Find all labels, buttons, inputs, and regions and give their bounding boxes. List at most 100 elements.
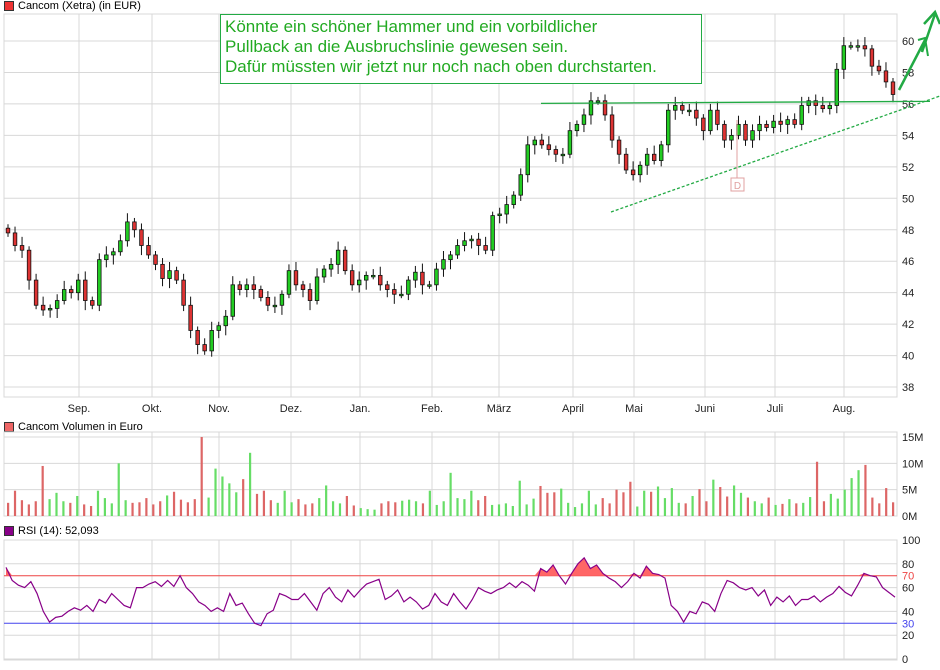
volume-bar: [179, 499, 183, 516]
volume-bar: [325, 485, 328, 516]
volume-bar: [601, 498, 604, 516]
volume-bar: [435, 504, 438, 516]
volume-bar: [221, 476, 224, 516]
candle: [813, 100, 818, 106]
price-tick-label: 52: [902, 162, 914, 174]
candle: [553, 149, 559, 155]
candle: [771, 120, 776, 128]
volume-bar: [463, 499, 466, 516]
volume-bar: [359, 508, 362, 516]
candle: [209, 330, 214, 352]
volume-bar: [560, 488, 563, 516]
rsi-line: [5, 556, 896, 627]
month-label: Juni: [695, 403, 715, 415]
candle: [820, 105, 825, 110]
volume-bar: [788, 499, 791, 516]
rsi-tick-label: 60: [902, 583, 914, 595]
volume-bar: [283, 490, 286, 516]
volume-bar: [207, 497, 210, 516]
dividend-marker: [730, 177, 745, 192]
candle: [448, 254, 453, 261]
volume-bar: [553, 492, 556, 516]
volume-bar: [518, 480, 521, 516]
candle: [69, 289, 74, 294]
volume-bar: [449, 472, 452, 516]
annotation-line: Dafür müssten wir jetzt nur noch nach ob…: [225, 57, 657, 76]
candle: [827, 105, 832, 110]
candle: [188, 304, 193, 331]
candle: [399, 293, 404, 297]
price-title-text: Cancom (Xetra) (in EUR): [18, 0, 141, 12]
candle: [750, 130, 755, 141]
volume-bar: [629, 481, 632, 516]
volume-bar: [242, 479, 245, 516]
volume-bar: [802, 502, 805, 516]
volume-bar: [753, 501, 756, 516]
volume-bar: [892, 502, 895, 516]
volume-bar: [477, 500, 480, 516]
candle: [651, 153, 657, 161]
volume-bar: [663, 498, 667, 516]
candle: [504, 204, 509, 215]
volume-bar: [138, 502, 141, 516]
candle: [286, 270, 292, 295]
volume-bar: [732, 485, 736, 516]
support-trendline: [610, 95, 940, 213]
candle: [595, 100, 601, 103]
volume-bar: [186, 502, 189, 516]
candle: [546, 144, 552, 150]
volume-bar: [262, 490, 266, 516]
candle: [153, 254, 158, 265]
volume-bar: [746, 497, 750, 516]
candle: [47, 308, 53, 311]
volume-bar: [546, 492, 549, 516]
volume-bar: [373, 509, 376, 516]
candle: [483, 245, 488, 251]
month-label: Mai: [625, 403, 643, 415]
price-legend-swatch: [4, 1, 14, 11]
volume-bar: [539, 485, 542, 516]
volume-bar: [228, 483, 231, 516]
annotation-line: Pullback an die Ausbruchslinie gewesen s…: [225, 37, 569, 56]
candle: [455, 245, 460, 256]
volume-bar: [885, 488, 888, 516]
volume-bar: [608, 503, 611, 516]
price-tick-label: 38: [902, 382, 914, 394]
rsi-tick-label: 40: [902, 606, 914, 618]
volume-bar: [152, 504, 155, 516]
volume-bar: [719, 487, 722, 516]
price-tick-label: 48: [902, 225, 914, 237]
volume-bar: [131, 502, 134, 516]
arrowhead-icon: [917, 36, 929, 57]
volume-bar: [62, 501, 65, 516]
candle: [701, 117, 706, 132]
candle: [729, 134, 734, 141]
volume-bar: [567, 502, 570, 516]
candle: [181, 279, 186, 306]
volume-bar: [145, 498, 148, 516]
volume-bar: [41, 465, 44, 516]
volume-bar: [836, 498, 839, 516]
volume-bar: [864, 464, 867, 516]
rsi-tick-label: 30: [902, 618, 914, 630]
volume-bar: [684, 503, 687, 516]
candle: [434, 268, 439, 286]
candle: [666, 109, 671, 146]
candle: [230, 284, 235, 317]
candle: [792, 119, 797, 125]
rsi-tick-label: 100: [902, 535, 920, 547]
volume-bar: [712, 479, 715, 516]
volume-bar: [456, 498, 459, 516]
volume-bar: [636, 506, 639, 516]
volume-bar: [504, 503, 508, 516]
candle: [125, 221, 130, 242]
volume-bar: [124, 500, 127, 516]
candle: [167, 270, 172, 279]
price-panel-title: Cancom (Xetra) (in EUR): [4, 0, 141, 12]
volume-bar: [401, 500, 404, 516]
price-tick-label: 54: [902, 130, 914, 142]
volume-bar: [739, 492, 743, 516]
volume-bar: [490, 504, 494, 516]
volume-bar: [573, 507, 577, 516]
candle: [174, 270, 179, 281]
